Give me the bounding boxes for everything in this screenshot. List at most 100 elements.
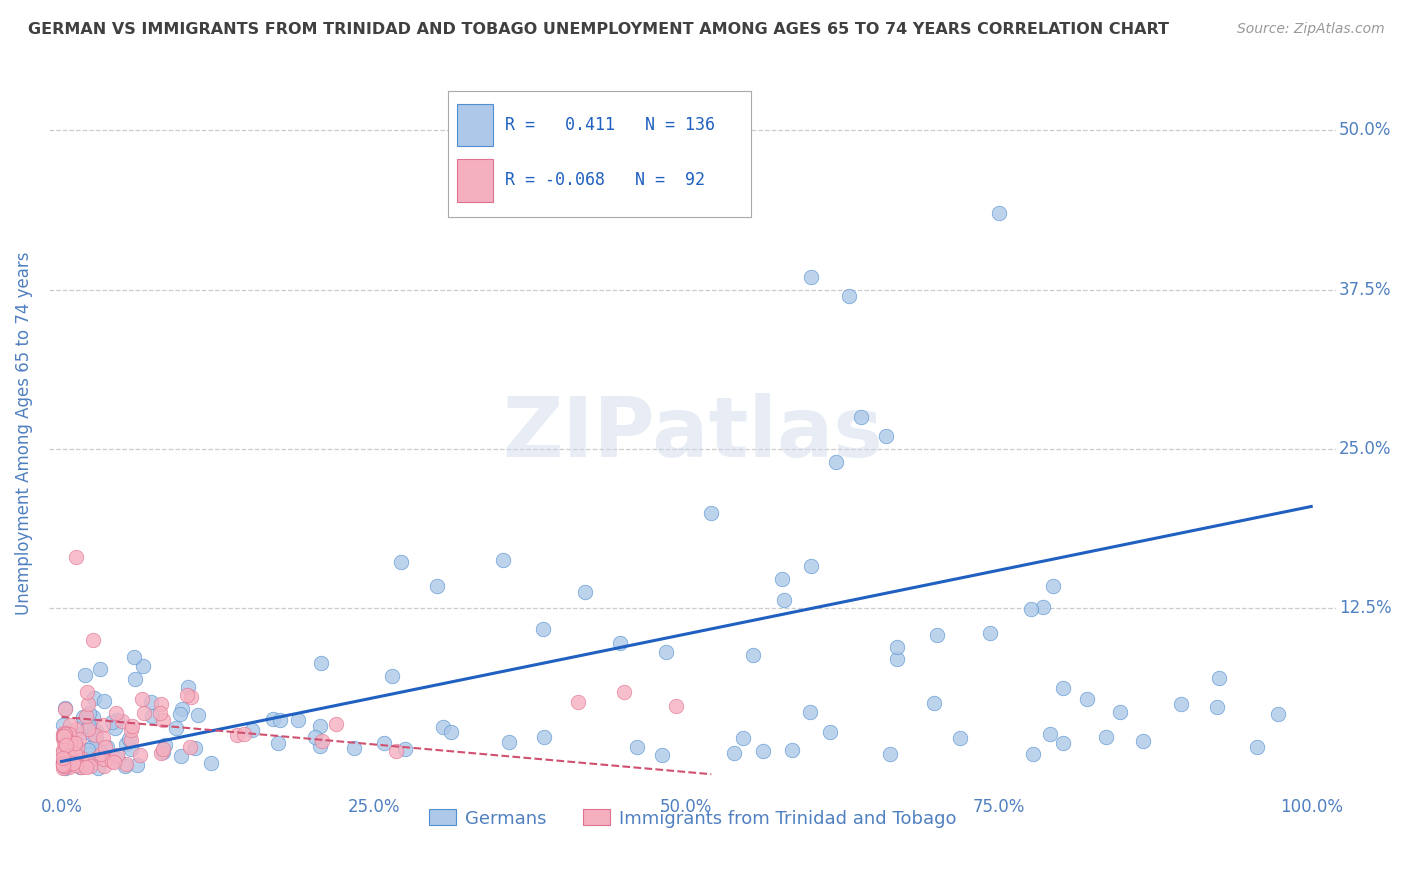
Point <box>1109 706 1132 720</box>
Point <box>83 691 105 706</box>
Point <box>69 760 91 774</box>
Point <box>308 739 330 754</box>
Point <box>105 747 128 762</box>
Point <box>58 727 80 741</box>
Point <box>77 719 100 733</box>
Point <box>52 735 75 749</box>
Point <box>1052 736 1074 750</box>
Point <box>73 756 96 770</box>
Point <box>87 744 110 758</box>
Point <box>309 656 332 670</box>
Point <box>1076 691 1098 706</box>
Point <box>184 741 207 756</box>
Point <box>73 713 96 727</box>
Point <box>651 747 673 762</box>
Point <box>82 726 104 740</box>
Point <box>76 722 98 736</box>
Point <box>120 742 142 756</box>
Point <box>381 669 404 683</box>
Point <box>200 756 222 771</box>
Point <box>1267 707 1289 722</box>
Point <box>177 680 200 694</box>
Point <box>949 731 972 746</box>
Point <box>187 707 209 722</box>
Point <box>53 700 76 714</box>
Point <box>176 688 198 702</box>
Point <box>373 736 395 750</box>
Point <box>120 733 142 747</box>
Point <box>55 739 77 754</box>
Point <box>700 506 723 520</box>
Point <box>311 734 333 748</box>
Point <box>52 758 75 772</box>
Point <box>170 702 193 716</box>
Point <box>82 710 104 724</box>
Point <box>800 558 823 573</box>
Point <box>820 724 842 739</box>
Point <box>533 730 555 744</box>
Point <box>59 754 82 768</box>
Point <box>84 732 107 747</box>
Point <box>799 706 821 720</box>
Point <box>851 410 873 425</box>
Point <box>770 572 793 586</box>
Point <box>56 748 79 763</box>
Point <box>73 725 96 739</box>
Point <box>1039 727 1062 741</box>
Point <box>55 761 77 775</box>
Point <box>84 728 107 742</box>
Point <box>922 696 945 710</box>
Point <box>879 747 901 761</box>
Point <box>59 735 82 749</box>
Text: 37.5%: 37.5% <box>1339 281 1392 299</box>
Point <box>62 737 84 751</box>
Text: Source: ZipAtlas.com: Source: ZipAtlas.com <box>1237 22 1385 37</box>
Point <box>65 550 87 565</box>
Point <box>152 713 174 727</box>
Point <box>152 742 174 756</box>
Point <box>979 626 1001 640</box>
Point <box>53 702 76 716</box>
Point <box>262 712 284 726</box>
Point <box>72 710 94 724</box>
Point <box>69 759 91 773</box>
Point <box>52 757 75 772</box>
Point <box>492 553 515 567</box>
Point <box>52 743 75 757</box>
Point <box>60 746 83 760</box>
Point <box>53 726 76 740</box>
Point <box>77 697 100 711</box>
Point <box>66 750 89 764</box>
Point <box>150 697 173 711</box>
Point <box>105 714 128 728</box>
Point <box>100 755 122 769</box>
Point <box>115 757 138 772</box>
Point <box>79 758 101 772</box>
Point <box>58 760 80 774</box>
Point <box>63 747 86 762</box>
Point <box>179 739 201 754</box>
Point <box>79 722 101 736</box>
Point <box>269 713 291 727</box>
Point <box>440 725 463 739</box>
Point <box>52 756 75 770</box>
Point <box>52 756 75 771</box>
Point <box>723 746 745 760</box>
Point <box>53 735 76 749</box>
Point <box>609 636 631 650</box>
Point <box>58 755 80 769</box>
Point <box>655 646 678 660</box>
Point <box>58 747 80 762</box>
Point <box>886 652 908 666</box>
Point <box>121 719 143 733</box>
Point <box>114 737 136 751</box>
Legend: Germans, Immigrants from Trinidad and Tobago: Germans, Immigrants from Trinidad and To… <box>422 802 963 835</box>
Point <box>59 718 82 732</box>
Point <box>65 747 87 761</box>
Point <box>150 746 173 760</box>
Point <box>75 708 97 723</box>
Point <box>342 741 364 756</box>
Point <box>90 748 112 763</box>
Point <box>134 706 156 721</box>
Point <box>394 742 416 756</box>
